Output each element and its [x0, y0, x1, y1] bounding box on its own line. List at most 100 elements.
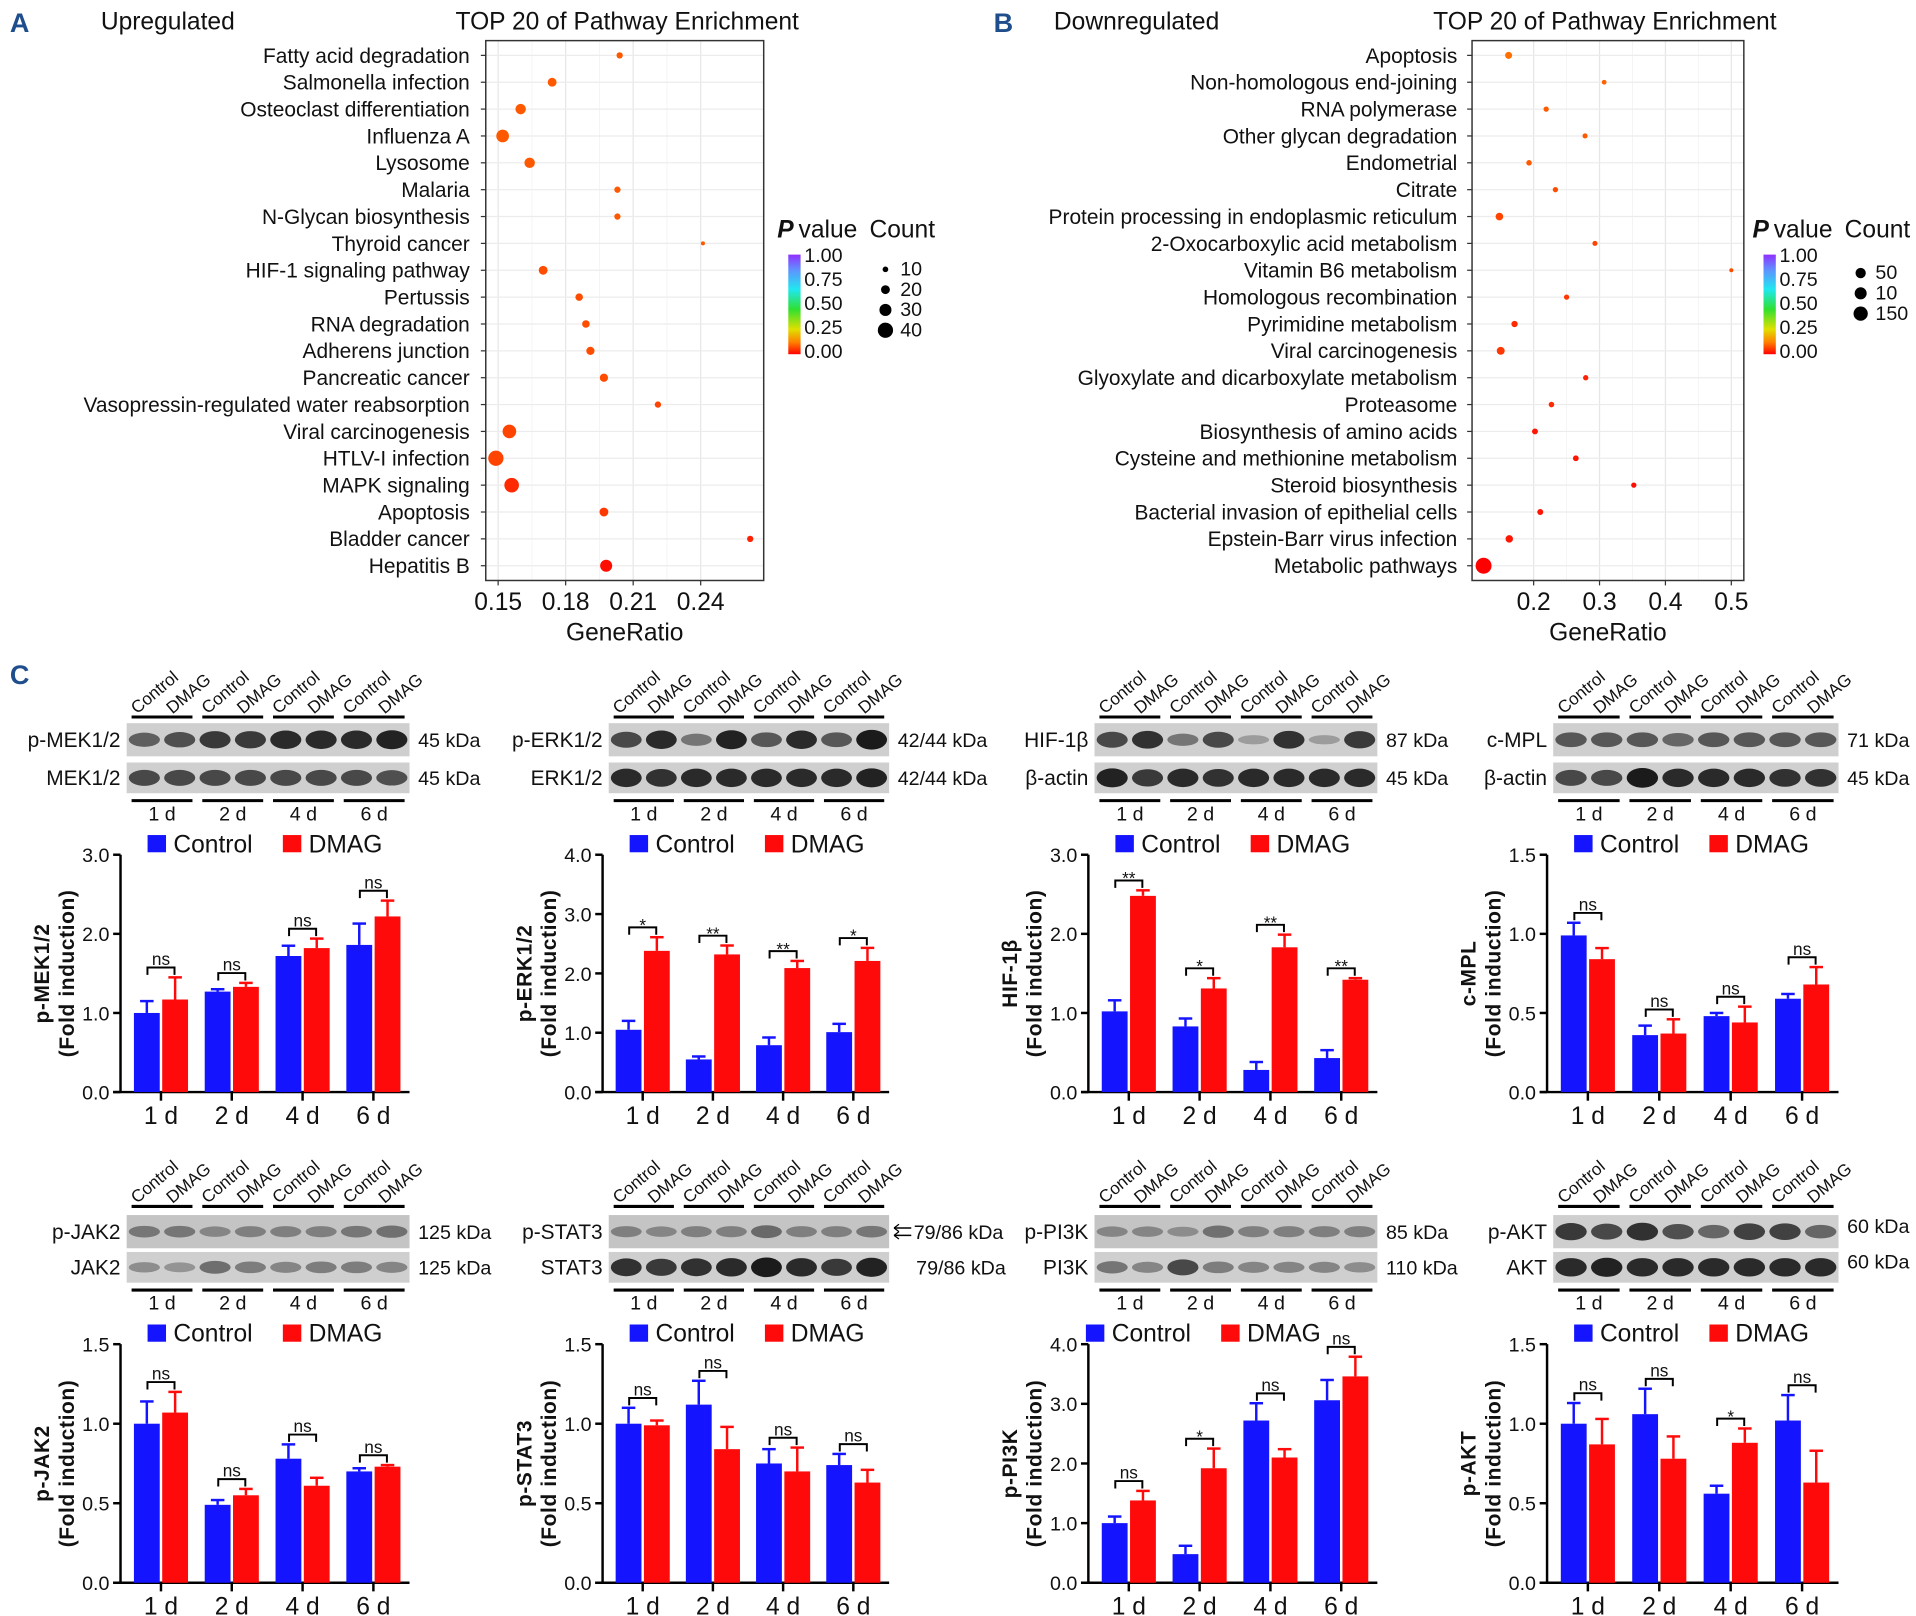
time-label: 4 d	[290, 1293, 317, 1315]
significance-label: ns	[1579, 1375, 1597, 1395]
pathway-label: Metabolic pathways	[1274, 555, 1457, 578]
pathway-dot	[1563, 294, 1570, 300]
protein-band	[1698, 1258, 1730, 1277]
protein-band	[340, 1225, 373, 1238]
pathway-label: Pyrimidine metabolism	[1247, 313, 1457, 336]
plot-background	[485, 40, 764, 581]
pathway-dot	[600, 559, 613, 572]
legend: Control DMAG	[147, 1321, 382, 1348]
plot-background	[1472, 40, 1744, 581]
pathway-label: Lysosome	[375, 152, 469, 175]
significance-label: ns	[152, 1364, 170, 1384]
bar-control	[133, 1012, 160, 1093]
protein-band	[751, 1257, 782, 1278]
bar-dmag	[303, 1485, 330, 1583]
pathway-label: Viral carcinogenesis	[283, 421, 470, 444]
bar-dmag	[1200, 988, 1227, 1093]
protein-band	[305, 1226, 337, 1238]
bar-dmag	[784, 1471, 811, 1583]
pathway-dot	[1729, 268, 1734, 273]
bar-control	[204, 991, 231, 1093]
y-tick-label: 1.0	[564, 1414, 591, 1436]
pathway-dot	[1592, 240, 1598, 246]
time-label: 2 d	[1187, 1293, 1214, 1315]
legend-swatch-control	[629, 1324, 649, 1342]
pathway-dot	[515, 103, 526, 115]
pathway-dot	[1537, 509, 1544, 515]
x-tick-label: 1 d	[1571, 1594, 1605, 1616]
time-label: 4 d	[290, 803, 317, 825]
blot-row-label: STAT3	[541, 1257, 603, 1280]
pathway-label: Influenza A	[366, 125, 469, 148]
pathway-dot	[599, 373, 609, 382]
bar-dmag	[854, 960, 881, 1093]
significance-bracket	[1644, 1377, 1674, 1387]
blot-row-label: p-JAK2	[52, 1221, 121, 1244]
pathway-dot	[700, 241, 705, 246]
time-label: 2 d	[219, 803, 246, 825]
protein-band	[645, 1226, 677, 1237]
pathway-label: 2-Oxocarboxylic acid metabolism	[1151, 233, 1458, 256]
y-tick-label: 2.0	[564, 964, 591, 986]
significance-label: ns	[704, 1352, 722, 1372]
significance-label: ns	[294, 1416, 312, 1436]
pathway-dot	[1505, 535, 1513, 543]
protein-band	[1167, 733, 1199, 746]
protein-band	[821, 768, 852, 788]
x-tick-label: 4 d	[1253, 1103, 1287, 1130]
significance-bracket	[217, 1478, 247, 1487]
molecular-weight-label: 125 kDa	[418, 1222, 491, 1244]
protein-band	[610, 768, 642, 788]
y-axis-label-unit: (Fold induction)	[1024, 890, 1047, 1058]
legend-label-control: Control	[655, 1321, 734, 1348]
pathway-label: Vitamin B6 metabolism	[1244, 260, 1457, 283]
blot-row-label: MEK1/2	[46, 767, 120, 790]
value-text: value	[1774, 216, 1833, 243]
protein-band	[821, 1258, 852, 1276]
significance-bracket	[838, 937, 868, 946]
pathway-dot	[1601, 79, 1607, 85]
molecular-weight-label: 71 kDa	[1847, 730, 1909, 752]
bar-control	[756, 1045, 782, 1093]
y-tick-label: 1.0	[82, 1414, 109, 1436]
pathway-label: Malaria	[401, 179, 470, 202]
size-legend-label: 50	[1875, 262, 1897, 284]
blot-row-label: p-MEK1/2	[28, 729, 121, 752]
size-legend-label: 40	[900, 319, 922, 341]
significance-bracket	[1716, 1417, 1746, 1427]
pathway-dot	[1526, 160, 1532, 166]
pathway-label: Epstein-Barr virus infection	[1208, 528, 1458, 551]
protein-band	[199, 1226, 231, 1237]
y-tick-label: 0.5	[1509, 1003, 1536, 1025]
arrow-icon	[893, 1223, 900, 1240]
protein-band	[1308, 1261, 1340, 1273]
pathway-label: Adherens junction	[303, 340, 470, 363]
bar-chart: 0.0 1.0 2.0 3.0 4.0 p-PI3K (Fold induction) Con…	[999, 1321, 1378, 1616]
x-tick-label: 4 d	[766, 1594, 800, 1616]
molecular-weight-label: 79/86 kDa	[916, 1258, 1006, 1280]
time-label: 6 d	[840, 803, 867, 825]
blot-row-label: JAK2	[71, 1257, 121, 1280]
molecular-weight-label: 60 kDa	[1847, 1216, 1909, 1238]
pathway-dot	[616, 52, 623, 59]
y-tick-label: 2.0	[1050, 924, 1077, 946]
pathway-dot	[747, 535, 754, 543]
y-tick-label: 4.0	[564, 845, 591, 867]
time-label: 2 d	[1187, 803, 1214, 825]
protein-band	[645, 1258, 677, 1276]
molecular-weight-label: 79/86 kDa	[914, 1222, 1004, 1244]
y-axis-label: p-PI3K	[999, 1429, 1022, 1499]
legend-swatch-control	[147, 1324, 167, 1342]
legend: Control DMAG	[1574, 831, 1809, 858]
time-label: 1 d	[630, 803, 657, 825]
time-label: 4 d	[1258, 803, 1285, 825]
protein-band	[1769, 768, 1801, 787]
pathway-dot	[1511, 320, 1518, 328]
significance-bracket	[1787, 1384, 1817, 1393]
pathway-label: Protein processing in endoplasmic reticu…	[1049, 206, 1458, 229]
protein-band	[1308, 768, 1340, 788]
x-axis-label: GeneRatio	[566, 620, 684, 647]
pathway-label: Apoptosis	[378, 501, 470, 524]
protein-band	[1344, 1262, 1376, 1273]
